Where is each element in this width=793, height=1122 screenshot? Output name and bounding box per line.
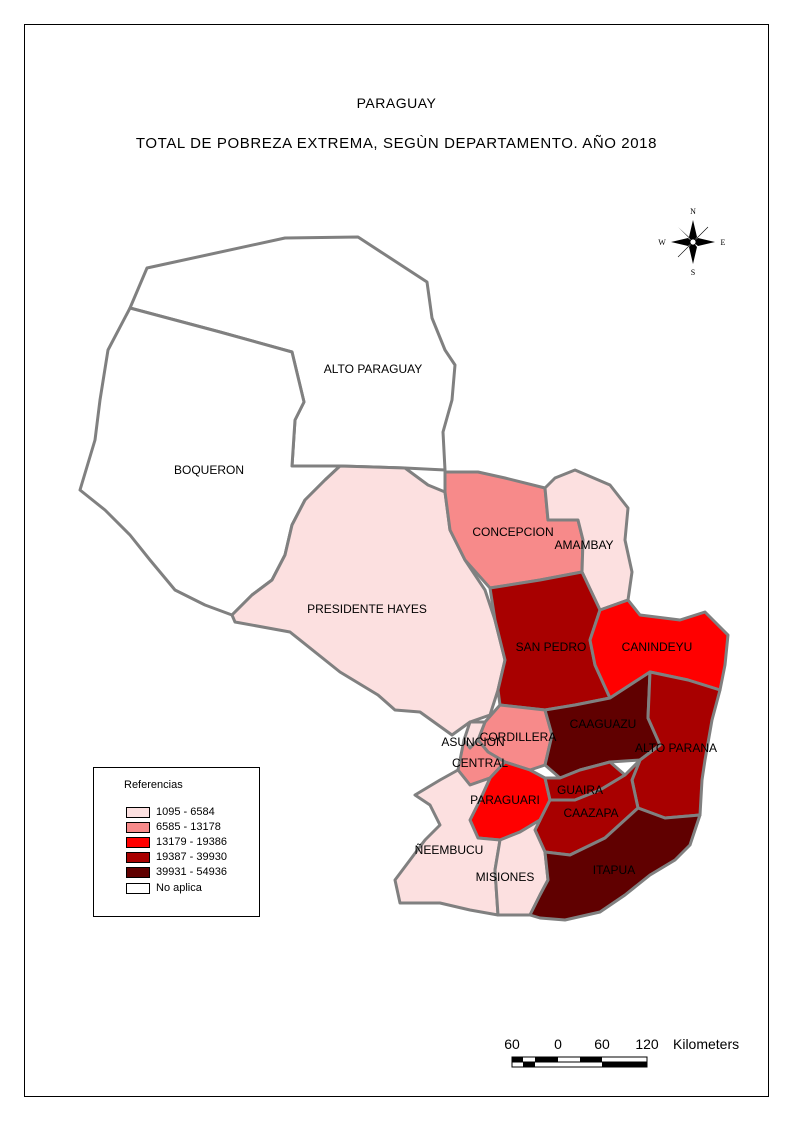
compass-e: E [721,238,726,247]
label-caaguazu: CAAGUAZU [570,717,637,731]
scale-label-2: 60 [594,1036,610,1052]
compass-n: N [690,207,696,216]
label-san-pedro: SAN PEDRO [516,640,587,654]
label-misiones: MISIONES [476,870,535,884]
label-canindeyu: CANINDEYU [622,640,693,654]
label-alto-paraguay: ALTO PARAGUAY [324,362,422,376]
dept-itapua[interactable] [528,806,702,922]
legend-label: 13179 - 19386 [156,836,227,848]
label-paraguari: PARAGUARI [470,793,540,807]
legend-swatch [126,806,150,818]
legend-swatch [126,836,150,848]
legend-item: 6585 - 13178 [126,820,221,834]
map-title: PARAGUAY [356,95,437,111]
label-itapua: ITAPUA [593,863,635,877]
legend-label: 6585 - 13178 [156,821,221,833]
label-caazapa: CAAZAPA [563,806,618,820]
legend-item: No aplica [126,881,202,895]
legend-label: 19387 - 39930 [156,851,227,863]
legend-swatch [126,866,150,878]
dept-neembucu[interactable] [393,768,502,917]
map-frame [24,24,769,1097]
label-boqueron: BOQUERON [174,463,244,477]
scale-unit: Kilometers [673,1036,739,1052]
label-concepcion: CONCEPCION [472,525,553,539]
legend-label: 1095 - 6584 [156,806,215,818]
legend-swatch [126,851,150,863]
label-guaira: GUAIRA [557,783,603,797]
label-neembucu: ÑEEMBUCU [415,843,484,857]
label-asuncion: ASUNCION [441,735,504,749]
scale-label-1: 0 [554,1036,562,1052]
scale-bar [511,1056,648,1068]
map-subtitle: TOTAL DE POBREZA EXTREMA, SEGÙN DEPARTAM… [135,135,658,152]
scale-label-0: 60 [504,1036,520,1052]
legend-item: 19387 - 39930 [126,850,227,864]
label-presidente-hayes: PRESIDENTE HAYES [307,602,427,616]
compass-rose-icon [671,220,715,264]
compass-w: W [658,238,666,247]
legend: Referencias 1095 - 6584 6585 - 13178 131… [93,767,260,917]
label-alto-parana: ALTO PARANA [635,741,717,755]
legend-item: 1095 - 6584 [126,805,215,819]
label-amambay: AMAMBAY [554,538,613,552]
scale-label-3: 120 [635,1036,659,1052]
compass-s: S [691,268,695,277]
legend-swatch [126,882,150,894]
legend-title: Referencias [124,779,183,791]
legend-item: 13179 - 19386 [126,835,227,849]
legend-item: 39931 - 54936 [126,865,227,879]
label-cordillera: CORDILLERA [480,730,557,744]
legend-label: 39931 - 54936 [156,866,227,878]
dept-canindeyu[interactable] [588,598,730,700]
legend-label: No aplica [156,882,202,894]
legend-swatch [126,821,150,833]
label-central: CENTRAL [452,756,508,770]
dept-amambay[interactable] [543,468,634,612]
